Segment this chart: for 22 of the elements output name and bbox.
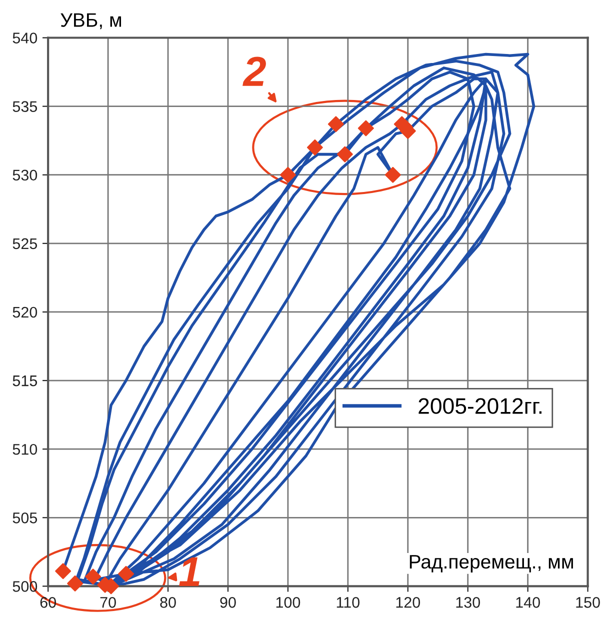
y-tick-label: 540: [12, 32, 38, 44]
legend-label: 2005-2012гг.: [418, 398, 542, 414]
x-tick-label: 110: [336, 597, 360, 608]
x-tick-label: 150: [576, 597, 600, 608]
y-axis-title: УВБ, м: [60, 13, 122, 30]
x-tick-label: 100: [276, 597, 300, 608]
x-tick-label: 120: [396, 597, 420, 608]
y-tick-label: 505: [12, 512, 38, 524]
x-axis-title: Рад.перемещ., мм: [410, 555, 573, 572]
y-tick-label: 520: [12, 306, 38, 318]
annotation: 2: [242, 56, 266, 86]
y-tick-label: 535: [12, 101, 38, 112]
x-tick-label: 90: [220, 597, 236, 608]
y-tick-label: 510: [12, 444, 38, 455]
x-tick-label: 130: [456, 597, 480, 608]
y-tick-label: 525: [12, 238, 38, 250]
annotation: 1: [179, 557, 200, 586]
x-tick-label: 70: [100, 597, 116, 608]
x-tick-label: 140: [516, 597, 540, 608]
y-tick-label: 515: [12, 376, 38, 386]
y-tick-label: 530: [12, 170, 38, 181]
x-tick-label: 80: [160, 597, 176, 608]
